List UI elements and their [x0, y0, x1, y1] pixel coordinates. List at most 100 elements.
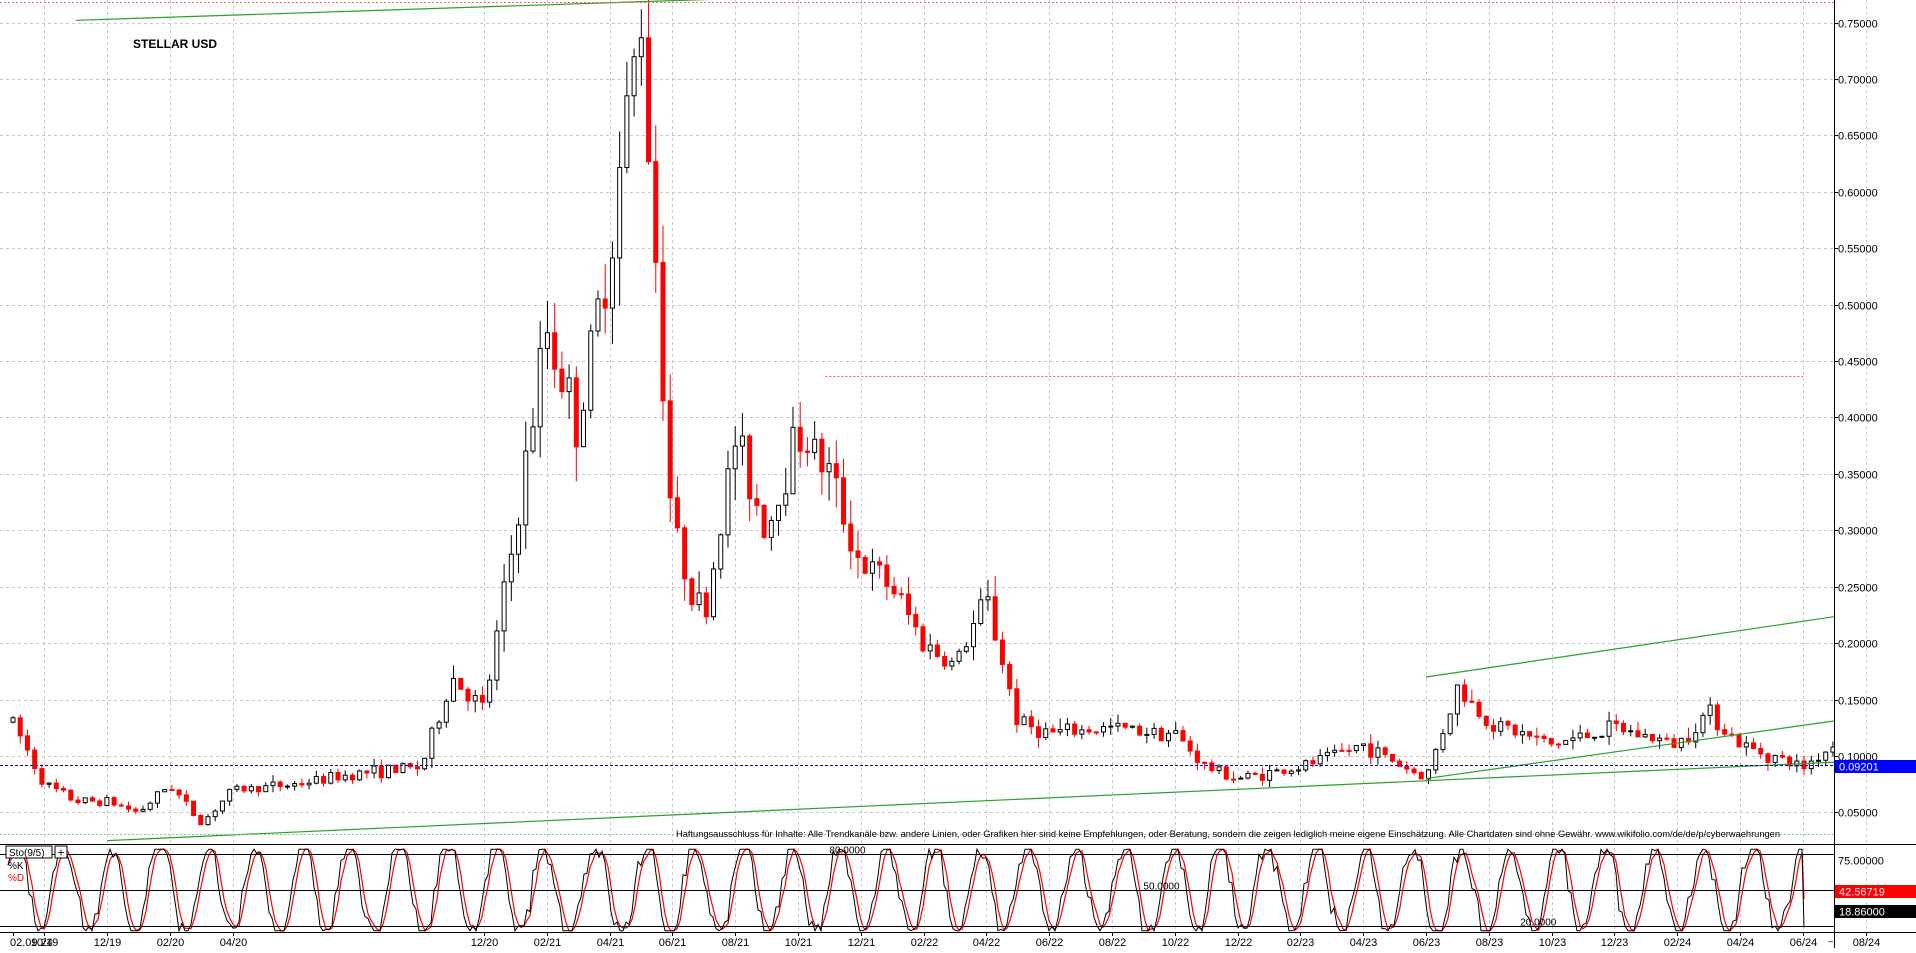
time-tick-label: 02.09.24 [10, 937, 53, 948]
candle-body [1209, 762, 1215, 772]
candle-body [1317, 754, 1323, 765]
candlestick-series [10, 0, 1834, 826]
candle-body [949, 660, 955, 667]
stoch-level-label: 20.0000 [1520, 918, 1557, 929]
plus-icon: + [57, 846, 64, 860]
candle-body [1310, 760, 1316, 765]
candle-body [24, 735, 30, 751]
candle-body [516, 524, 522, 555]
candle-body [1281, 769, 1287, 774]
candle-body [819, 438, 825, 473]
candle-body [284, 785, 290, 788]
candle-body [321, 776, 327, 784]
price-tick-label: 0.75000 [1838, 19, 1878, 31]
disclaimer-text: Haftungsausschluss für Inhalte: Alle Tre… [676, 829, 1780, 839]
candle-body [1772, 755, 1778, 763]
candle-body [53, 782, 59, 790]
price-tick-label: 0.60000 [1838, 188, 1878, 200]
time-tick-label: 04/23 [1350, 937, 1378, 948]
candle-body [595, 298, 601, 332]
candle-body [414, 766, 420, 770]
candle-body [1028, 716, 1034, 728]
stoch-level-label: 80.0000 [829, 846, 866, 857]
trendline [1425, 720, 1834, 780]
candle-body [602, 298, 608, 309]
time-tick-label: 10/21 [785, 937, 813, 948]
candle-body [1252, 772, 1258, 775]
candle-body [1259, 773, 1265, 781]
candle-body [1389, 753, 1395, 762]
candle-body [443, 700, 449, 723]
candle-body [862, 556, 868, 574]
candle-body [1787, 756, 1793, 767]
candle-body [479, 695, 485, 703]
candle-body [1649, 733, 1655, 742]
price-markers [0, 2, 1834, 835]
candle-body [1642, 733, 1648, 738]
candle-body [1519, 731, 1525, 736]
stochastic-series [7, 848, 1805, 932]
candle-body [378, 765, 384, 779]
candle-body [147, 802, 153, 810]
candle-body [111, 797, 117, 806]
candle-body [1714, 704, 1720, 731]
candle-body [205, 816, 211, 826]
candle-body [335, 772, 341, 781]
price-gridlines [0, 0, 1867, 844]
candle-body [227, 788, 233, 802]
candle-body [1816, 759, 1821, 762]
candle-body [75, 799, 81, 804]
candle-body [487, 679, 493, 703]
candle-body [754, 498, 760, 506]
candle-body [386, 764, 392, 779]
candle-body [1454, 684, 1460, 715]
time-tick-label: 04/24 [1727, 937, 1755, 948]
candle-body [436, 721, 442, 729]
scroll-right-icon[interactable]: – [1828, 936, 1833, 946]
candle-body [653, 161, 659, 263]
oscillator-name: Sto(9/5) [9, 848, 45, 859]
candle-body [1043, 728, 1049, 738]
candle-body [927, 644, 933, 652]
candle-body [1122, 722, 1128, 728]
time-tick-label: 10/23 [1539, 937, 1567, 948]
candle-body [761, 504, 767, 538]
candle-body [1158, 727, 1164, 742]
candle-body [841, 477, 847, 525]
candle-body [472, 695, 478, 702]
add-indicator-button[interactable] [54, 845, 68, 859]
candle-body [797, 426, 803, 452]
candle-body [1332, 749, 1338, 753]
candle-body [313, 776, 319, 784]
candle-body [718, 534, 724, 570]
candle-body [263, 785, 269, 793]
candle-body [624, 95, 630, 169]
candle-body [581, 409, 587, 448]
oscillator-header: Sto(9/5) + %K %D [5, 845, 68, 884]
trendlines [75, 0, 1834, 842]
candle-body [1534, 735, 1540, 738]
candle-body [812, 438, 818, 453]
candle-body [1021, 716, 1027, 726]
candle-body [1382, 747, 1388, 755]
candle-body [39, 768, 45, 785]
oscillator-name-box[interactable] [5, 845, 53, 859]
candle-body [97, 800, 103, 806]
time-tick-label: 02/22 [911, 937, 939, 948]
price-tick-label: 0.55000 [1838, 244, 1878, 256]
candle-body [913, 614, 919, 628]
candle-body [1440, 733, 1446, 751]
candle-body [1556, 743, 1562, 746]
candle-body [234, 785, 240, 790]
time-tick-label: 08/24 [1853, 937, 1881, 948]
candle-body [82, 797, 88, 804]
candle-body [1628, 730, 1634, 733]
candle-body [508, 553, 514, 583]
candle-body [711, 568, 717, 618]
candle-body [17, 717, 23, 737]
candle-body [1173, 730, 1179, 734]
candle-body [1462, 684, 1468, 702]
candle-body [1404, 765, 1410, 770]
candle-body [1353, 744, 1359, 752]
candle-body [1512, 724, 1518, 736]
